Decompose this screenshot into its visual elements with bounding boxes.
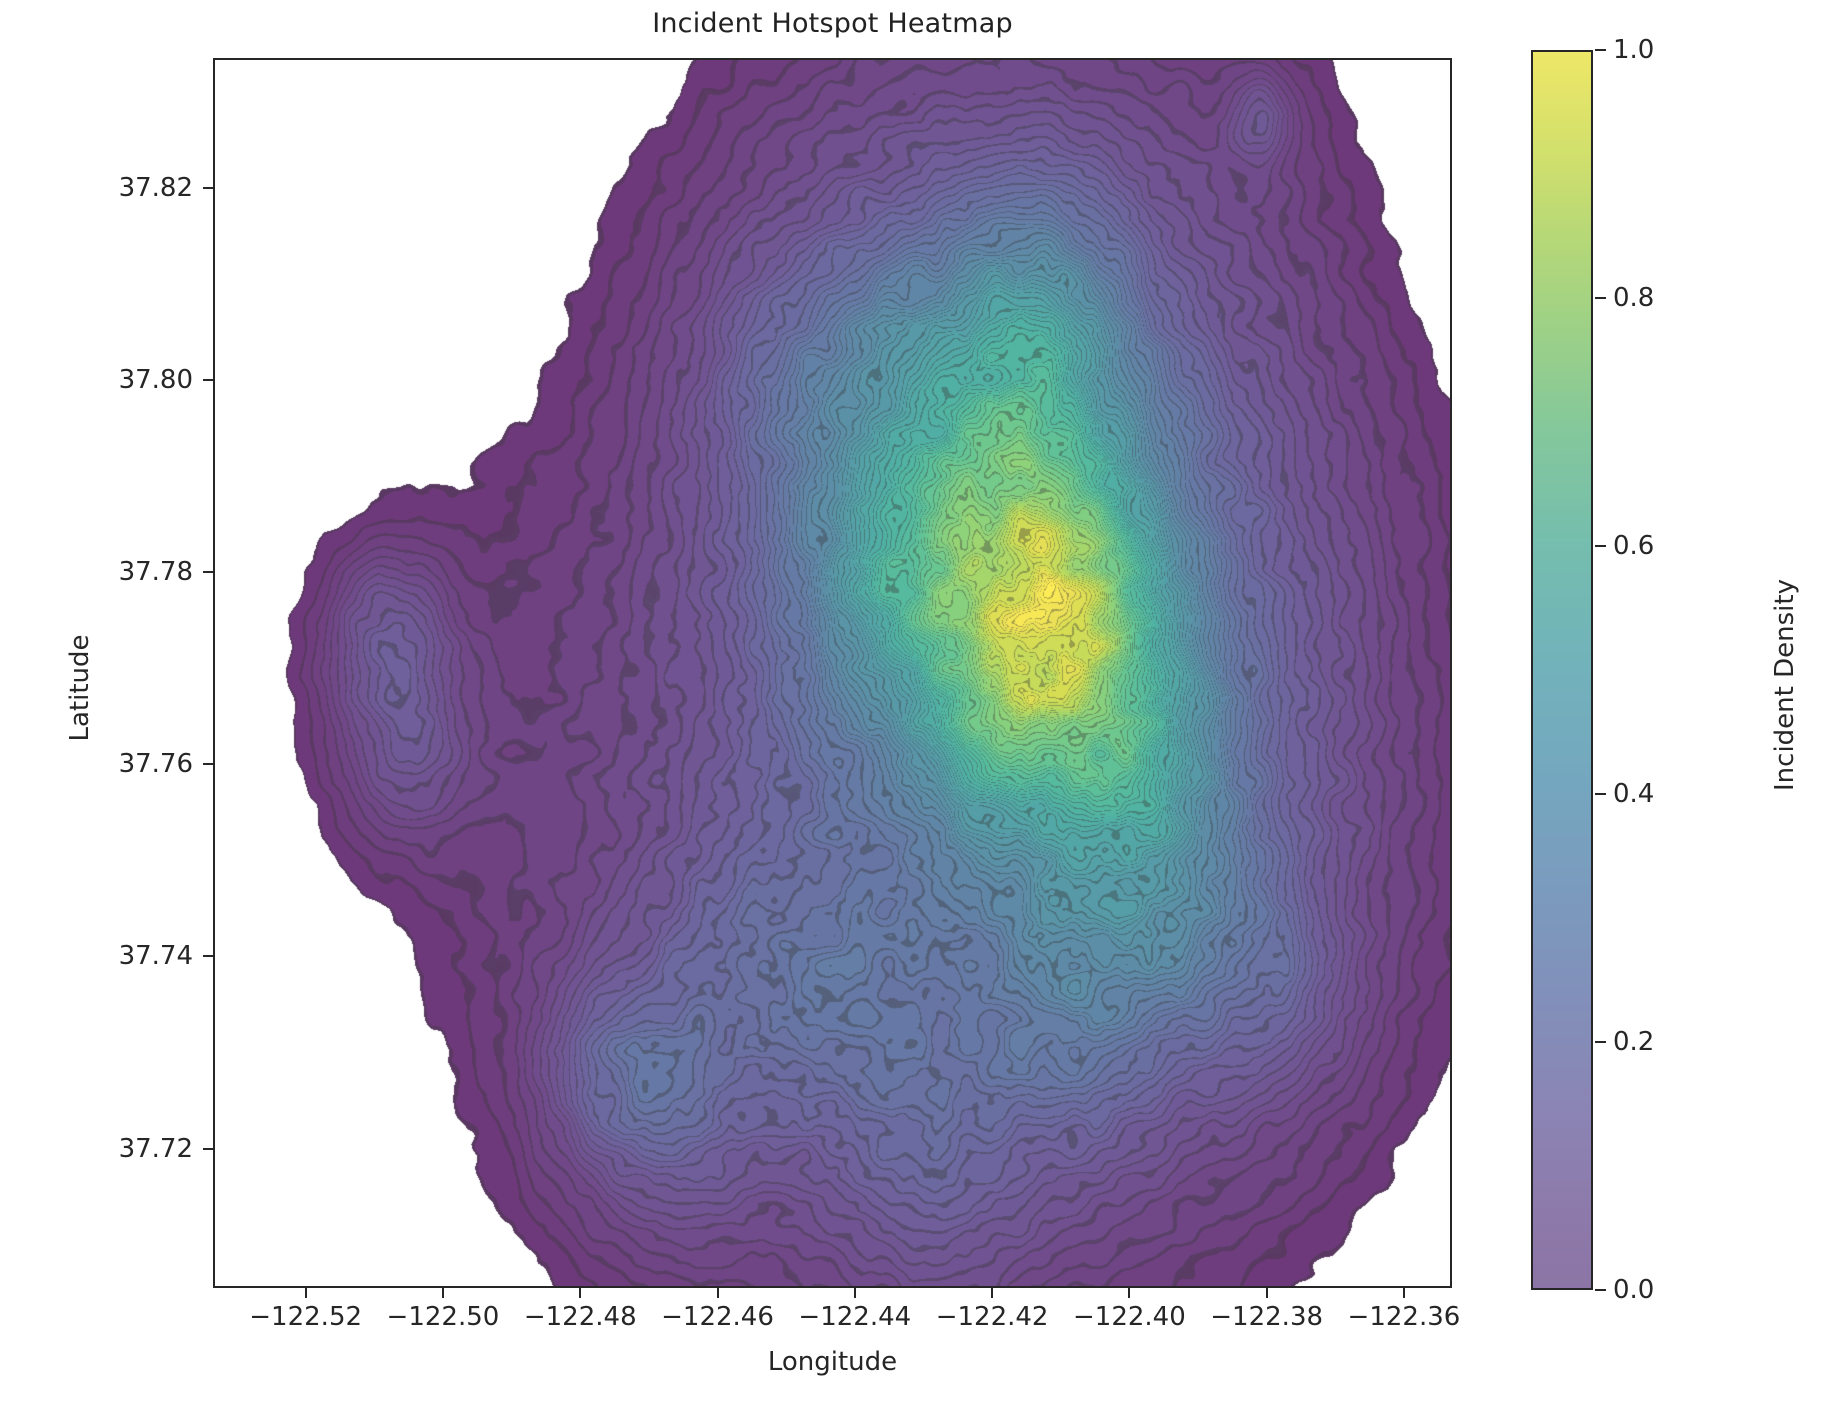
x-tick-mark (1128, 1288, 1131, 1298)
colorbar-tick-label: 1.0 (1613, 35, 1655, 65)
y-tick-label: 37.72 (118, 1133, 193, 1164)
plot-area[interactable] (213, 58, 1452, 1288)
y-tick-mark (203, 955, 213, 958)
x-axis-label: Longitude (767, 1347, 898, 1377)
colorbar[interactable] (1531, 50, 1593, 1290)
x-tick-label: −122.50 (386, 1302, 500, 1332)
x-tick-mark (1402, 1288, 1405, 1298)
x-tick-mark (1265, 1288, 1268, 1298)
colorbar-tick-mark (1595, 297, 1606, 299)
x-tick-mark (716, 1288, 719, 1298)
page-title: Incident Hotspot Heatmap (652, 8, 1013, 39)
y-tick-label: 37.74 (118, 941, 193, 972)
y-tick-mark (203, 186, 213, 189)
x-tick-mark (991, 1288, 994, 1298)
x-tick-label: −122.48 (523, 1302, 637, 1332)
y-tick-label: 37.78 (118, 557, 193, 588)
colorbar-tick-label: 0.0 (1613, 1275, 1655, 1305)
y-tick-mark (203, 571, 213, 574)
colorbar-tick-label: 0.4 (1613, 779, 1655, 809)
x-tick-label: −122.44 (798, 1302, 912, 1332)
y-axis-label: Latitude (65, 634, 95, 742)
x-tick-label: −122.52 (249, 1302, 363, 1332)
colorbar-tick-mark (1595, 793, 1606, 795)
heatmap-canvas (215, 60, 1450, 1286)
colorbar-tick-mark (1595, 1041, 1606, 1043)
colorbar-tick-label: 0.8 (1613, 283, 1655, 313)
x-tick-label: −122.46 (661, 1302, 774, 1332)
x-tick-mark (441, 1288, 444, 1298)
colorbar-tick-label: 0.2 (1613, 1027, 1655, 1057)
x-tick-label: −122.38 (1210, 1302, 1324, 1332)
y-tick-mark (203, 378, 213, 381)
x-tick-mark (304, 1288, 307, 1298)
y-tick-mark (203, 763, 213, 766)
y-tick-label: 37.80 (118, 364, 193, 395)
x-tick-label: −122.42 (935, 1302, 1049, 1332)
colorbar-tick-mark (1595, 1289, 1606, 1291)
y-tick-mark (203, 1147, 213, 1150)
colorbar-tick-mark (1595, 49, 1606, 51)
colorbar-tick-label: 0.6 (1613, 531, 1655, 561)
x-tick-mark (579, 1288, 582, 1298)
colorbar-tick-mark (1595, 545, 1606, 547)
y-tick-label: 37.82 (118, 172, 193, 203)
y-tick-label: 37.76 (118, 749, 193, 780)
x-tick-label: −122.36 (1347, 1302, 1461, 1332)
x-tick-mark (853, 1288, 856, 1298)
colorbar-label: Incident Density (1770, 579, 1800, 791)
x-tick-label: −122.40 (1072, 1302, 1186, 1332)
